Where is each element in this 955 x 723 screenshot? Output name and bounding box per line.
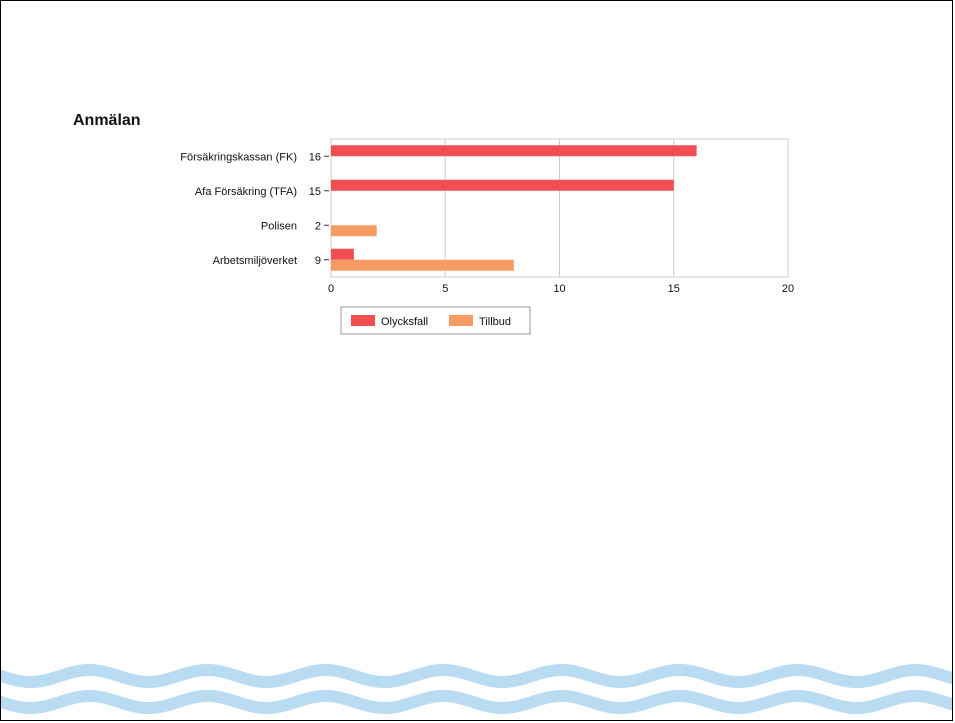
bar-olycksfall bbox=[331, 179, 674, 191]
plot-frame bbox=[330, 138, 789, 278]
bar-olycksfall bbox=[331, 145, 697, 157]
x-tick-label: 10 bbox=[553, 283, 565, 295]
category-label: Afa Försäkring (TFA) bbox=[195, 186, 297, 198]
wave-line-bottom bbox=[1, 689, 952, 715]
x-tick-label: 5 bbox=[442, 283, 448, 295]
chart-title: Anmälan bbox=[73, 112, 141, 129]
category-total-label: 9 bbox=[315, 255, 321, 267]
wave-line-top bbox=[1, 663, 952, 689]
legend-label: Tillbud bbox=[479, 316, 511, 328]
category-total-label: 15 bbox=[309, 186, 321, 198]
category-label: Försäkringskassan (FK) bbox=[180, 151, 297, 163]
legend-swatch bbox=[449, 315, 473, 326]
category-total-label: 16 bbox=[309, 151, 321, 163]
bar-tillbud bbox=[331, 259, 514, 271]
legend-swatch bbox=[351, 315, 375, 326]
category-label: Arbetsmiljöverket bbox=[213, 255, 297, 267]
wave-decoration bbox=[1, 663, 952, 715]
category-total-label: 2 bbox=[315, 220, 321, 232]
x-tick-label: 0 bbox=[328, 283, 334, 295]
legend-label: Olycksfall bbox=[381, 316, 428, 328]
legend-box bbox=[340, 306, 531, 335]
bar-tillbud bbox=[331, 225, 377, 237]
bar-olycksfall bbox=[331, 248, 354, 260]
category-label: Polisen bbox=[261, 220, 297, 232]
x-tick-label: 15 bbox=[668, 283, 680, 295]
x-tick-label: 20 bbox=[782, 283, 794, 295]
